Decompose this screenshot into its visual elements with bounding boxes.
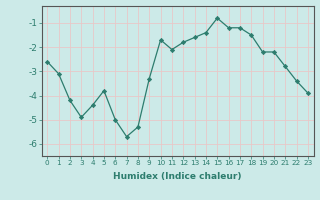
- X-axis label: Humidex (Indice chaleur): Humidex (Indice chaleur): [113, 172, 242, 181]
